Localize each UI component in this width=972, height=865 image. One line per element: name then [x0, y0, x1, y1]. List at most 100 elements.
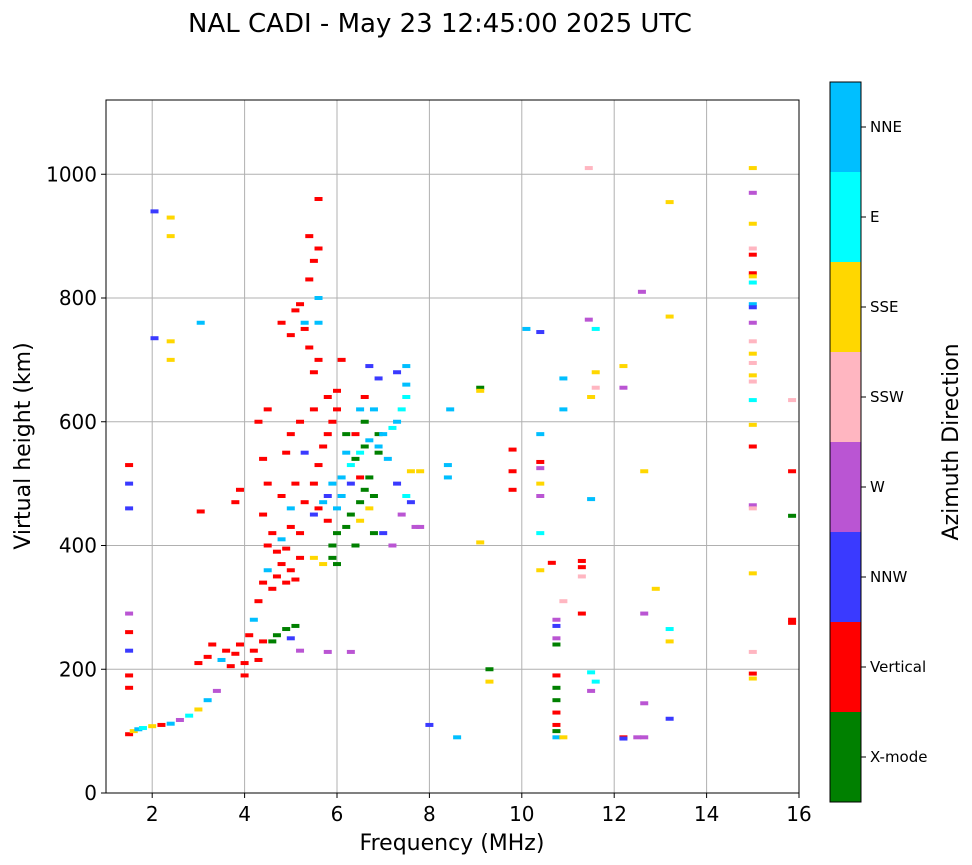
- data-point: [300, 450, 309, 455]
- data-point: [365, 475, 374, 480]
- data-point: [619, 364, 628, 369]
- x-axis: 2 4 6 8 10 12 14 16: [146, 793, 812, 826]
- data-point: [536, 531, 545, 536]
- data-point: [374, 376, 383, 381]
- data-point: [443, 463, 452, 468]
- data-point: [351, 456, 360, 461]
- data-point: [196, 320, 205, 325]
- data-point: [328, 481, 337, 486]
- data-point: [333, 506, 341, 511]
- data-point: [351, 543, 360, 548]
- data-point: [346, 481, 355, 486]
- grid-lines: [106, 100, 800, 794]
- colorbar-segment: [830, 352, 861, 442]
- data-point: [577, 558, 586, 563]
- data-point: [254, 657, 263, 662]
- data-point: [134, 727, 143, 732]
- data-point: [254, 419, 263, 424]
- data-point: [374, 450, 383, 455]
- data-point: [296, 419, 305, 424]
- y-axis-label: Virtual height (km): [11, 342, 36, 549]
- y-axis: 0 200 400 600 800 1000: [46, 162, 106, 805]
- data-point: [356, 475, 365, 480]
- data-point: [138, 726, 147, 731]
- data-point: [665, 716, 674, 721]
- colorbar-tick-label: NNW: [870, 568, 907, 586]
- data-point: [748, 571, 757, 576]
- data-point: [748, 221, 757, 226]
- colorbar-label: Azimuth Direction: [939, 343, 964, 540]
- y-tick-label: 400: [59, 534, 97, 558]
- data-point: [536, 466, 545, 471]
- data-point: [748, 280, 757, 285]
- data-point: [665, 627, 674, 632]
- data-point: [240, 661, 249, 666]
- data-point: [166, 215, 175, 220]
- data-point: [547, 560, 556, 565]
- data-point: [272, 633, 281, 638]
- data-point: [640, 701, 649, 706]
- data-point: [748, 320, 757, 325]
- data-point: [157, 722, 166, 727]
- data-point: [748, 444, 757, 449]
- data-point: [577, 574, 586, 579]
- data-point: [476, 388, 485, 393]
- data-point: [356, 518, 365, 523]
- data-point: [259, 639, 268, 644]
- data-point: [637, 289, 646, 294]
- data-point: [296, 648, 305, 653]
- plot-frame: [105, 99, 800, 794]
- data-point: [333, 407, 341, 412]
- data-point: [748, 360, 757, 365]
- data-points: [125, 166, 797, 741]
- data-point: [314, 463, 323, 468]
- data-point: [286, 636, 295, 641]
- data-point: [231, 651, 240, 656]
- data-point: [640, 611, 649, 616]
- data-point: [328, 555, 337, 560]
- data-point: [748, 252, 757, 257]
- data-point: [203, 654, 212, 659]
- data-point: [328, 419, 337, 424]
- data-point: [337, 357, 346, 362]
- data-point: [748, 676, 757, 681]
- y-tick-label: 800: [59, 286, 97, 310]
- data-point: [416, 469, 425, 474]
- data-point: [337, 475, 346, 480]
- data-point: [323, 395, 332, 399]
- data-point: [309, 555, 318, 560]
- data-point: [587, 670, 596, 675]
- data-point: [369, 494, 378, 498]
- data-point: [369, 407, 378, 412]
- x-tick-label: 10: [509, 802, 534, 826]
- data-point: [300, 320, 309, 325]
- colorbar-tick-label: W: [870, 478, 885, 496]
- data-point: [388, 425, 397, 430]
- data-point: [125, 463, 134, 468]
- data-point: [748, 305, 757, 310]
- x-tick-label: 16: [786, 802, 811, 826]
- data-point: [552, 636, 561, 641]
- data-point: [342, 450, 351, 455]
- data-point: [333, 388, 341, 393]
- data-point: [309, 407, 318, 412]
- data-point: [748, 351, 757, 356]
- data-point: [277, 494, 286, 498]
- data-point: [259, 456, 268, 461]
- data-point: [748, 246, 757, 251]
- data-point: [125, 611, 134, 616]
- data-point: [125, 648, 134, 653]
- data-point: [508, 487, 517, 492]
- data-point: [333, 562, 341, 567]
- data-point: [476, 540, 485, 545]
- data-point: [383, 456, 392, 461]
- data-point: [393, 481, 402, 486]
- data-point: [748, 671, 757, 676]
- data-point: [150, 209, 159, 214]
- data-point: [277, 537, 286, 542]
- data-point: [235, 487, 244, 492]
- data-point: [369, 531, 378, 536]
- data-point: [212, 688, 221, 693]
- colorbar-frame: [829, 81, 862, 803]
- data-point: [748, 274, 757, 279]
